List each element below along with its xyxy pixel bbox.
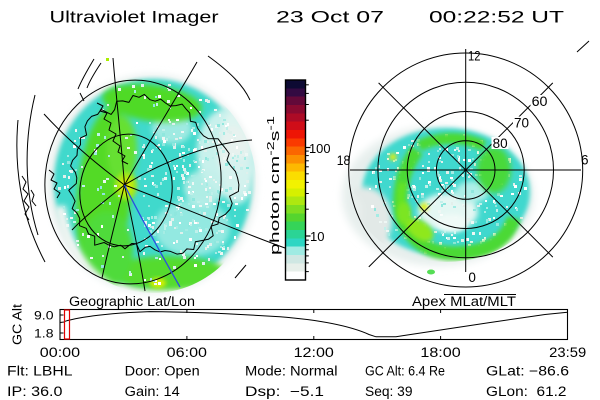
svg-text:Geographic Lat/Lon: Geographic Lat/Lon	[69, 294, 195, 309]
svg-text:photon cm-2s-1: photon cm-2s-1	[266, 115, 282, 255]
svg-text:12: 12	[468, 48, 481, 63]
svg-text:GC Alt: GC Alt	[11, 303, 25, 345]
svg-text:70: 70	[514, 116, 529, 131]
svg-text:6: 6	[581, 153, 589, 168]
svg-text:GLat: −86.6: GLat: −86.6	[486, 363, 569, 378]
svg-text:12:00: 12:00	[294, 345, 334, 360]
svg-text:06:00: 06:00	[167, 345, 207, 360]
svg-text:00:22:52 UT: 00:22:52 UT	[429, 8, 564, 26]
svg-text:Mode: Normal: Mode: Normal	[245, 363, 338, 378]
svg-text:9.0: 9.0	[34, 308, 54, 322]
svg-text:Apex MLat/MLT: Apex MLat/MLT	[412, 294, 516, 309]
svg-text:IP: 36.0: IP: 36.0	[7, 384, 63, 399]
svg-text:18:00: 18:00	[420, 345, 460, 360]
svg-text:23:59: 23:59	[549, 345, 586, 360]
svg-text:100: 100	[309, 141, 331, 156]
svg-text:Door: Open: Door: Open	[125, 363, 200, 378]
svg-text:00:00: 00:00	[40, 345, 80, 360]
svg-text:10: 10	[310, 229, 325, 244]
svg-text:Flt: LBHL: Flt: LBHL	[7, 363, 73, 378]
svg-text:Dsp: −5.1: Dsp: −5.1	[245, 384, 324, 399]
svg-text:Ultraviolet Imager: Ultraviolet Imager	[50, 8, 220, 26]
svg-text:GC Alt: 6.4 Re: GC Alt: 6.4 Re	[365, 363, 445, 378]
svg-text:23 Oct 07: 23 Oct 07	[276, 8, 384, 26]
svg-text:Gain: 14: Gain: 14	[125, 384, 181, 399]
svg-text:80: 80	[493, 136, 508, 151]
svg-text:1.8: 1.8	[34, 326, 54, 340]
svg-text:60: 60	[532, 94, 548, 109]
svg-text:Seq: 39: Seq: 39	[365, 384, 413, 399]
svg-text:0: 0	[468, 270, 476, 285]
svg-text:GLon: 61.2: GLon: 61.2	[486, 384, 567, 399]
svg-text:18: 18	[337, 153, 351, 168]
